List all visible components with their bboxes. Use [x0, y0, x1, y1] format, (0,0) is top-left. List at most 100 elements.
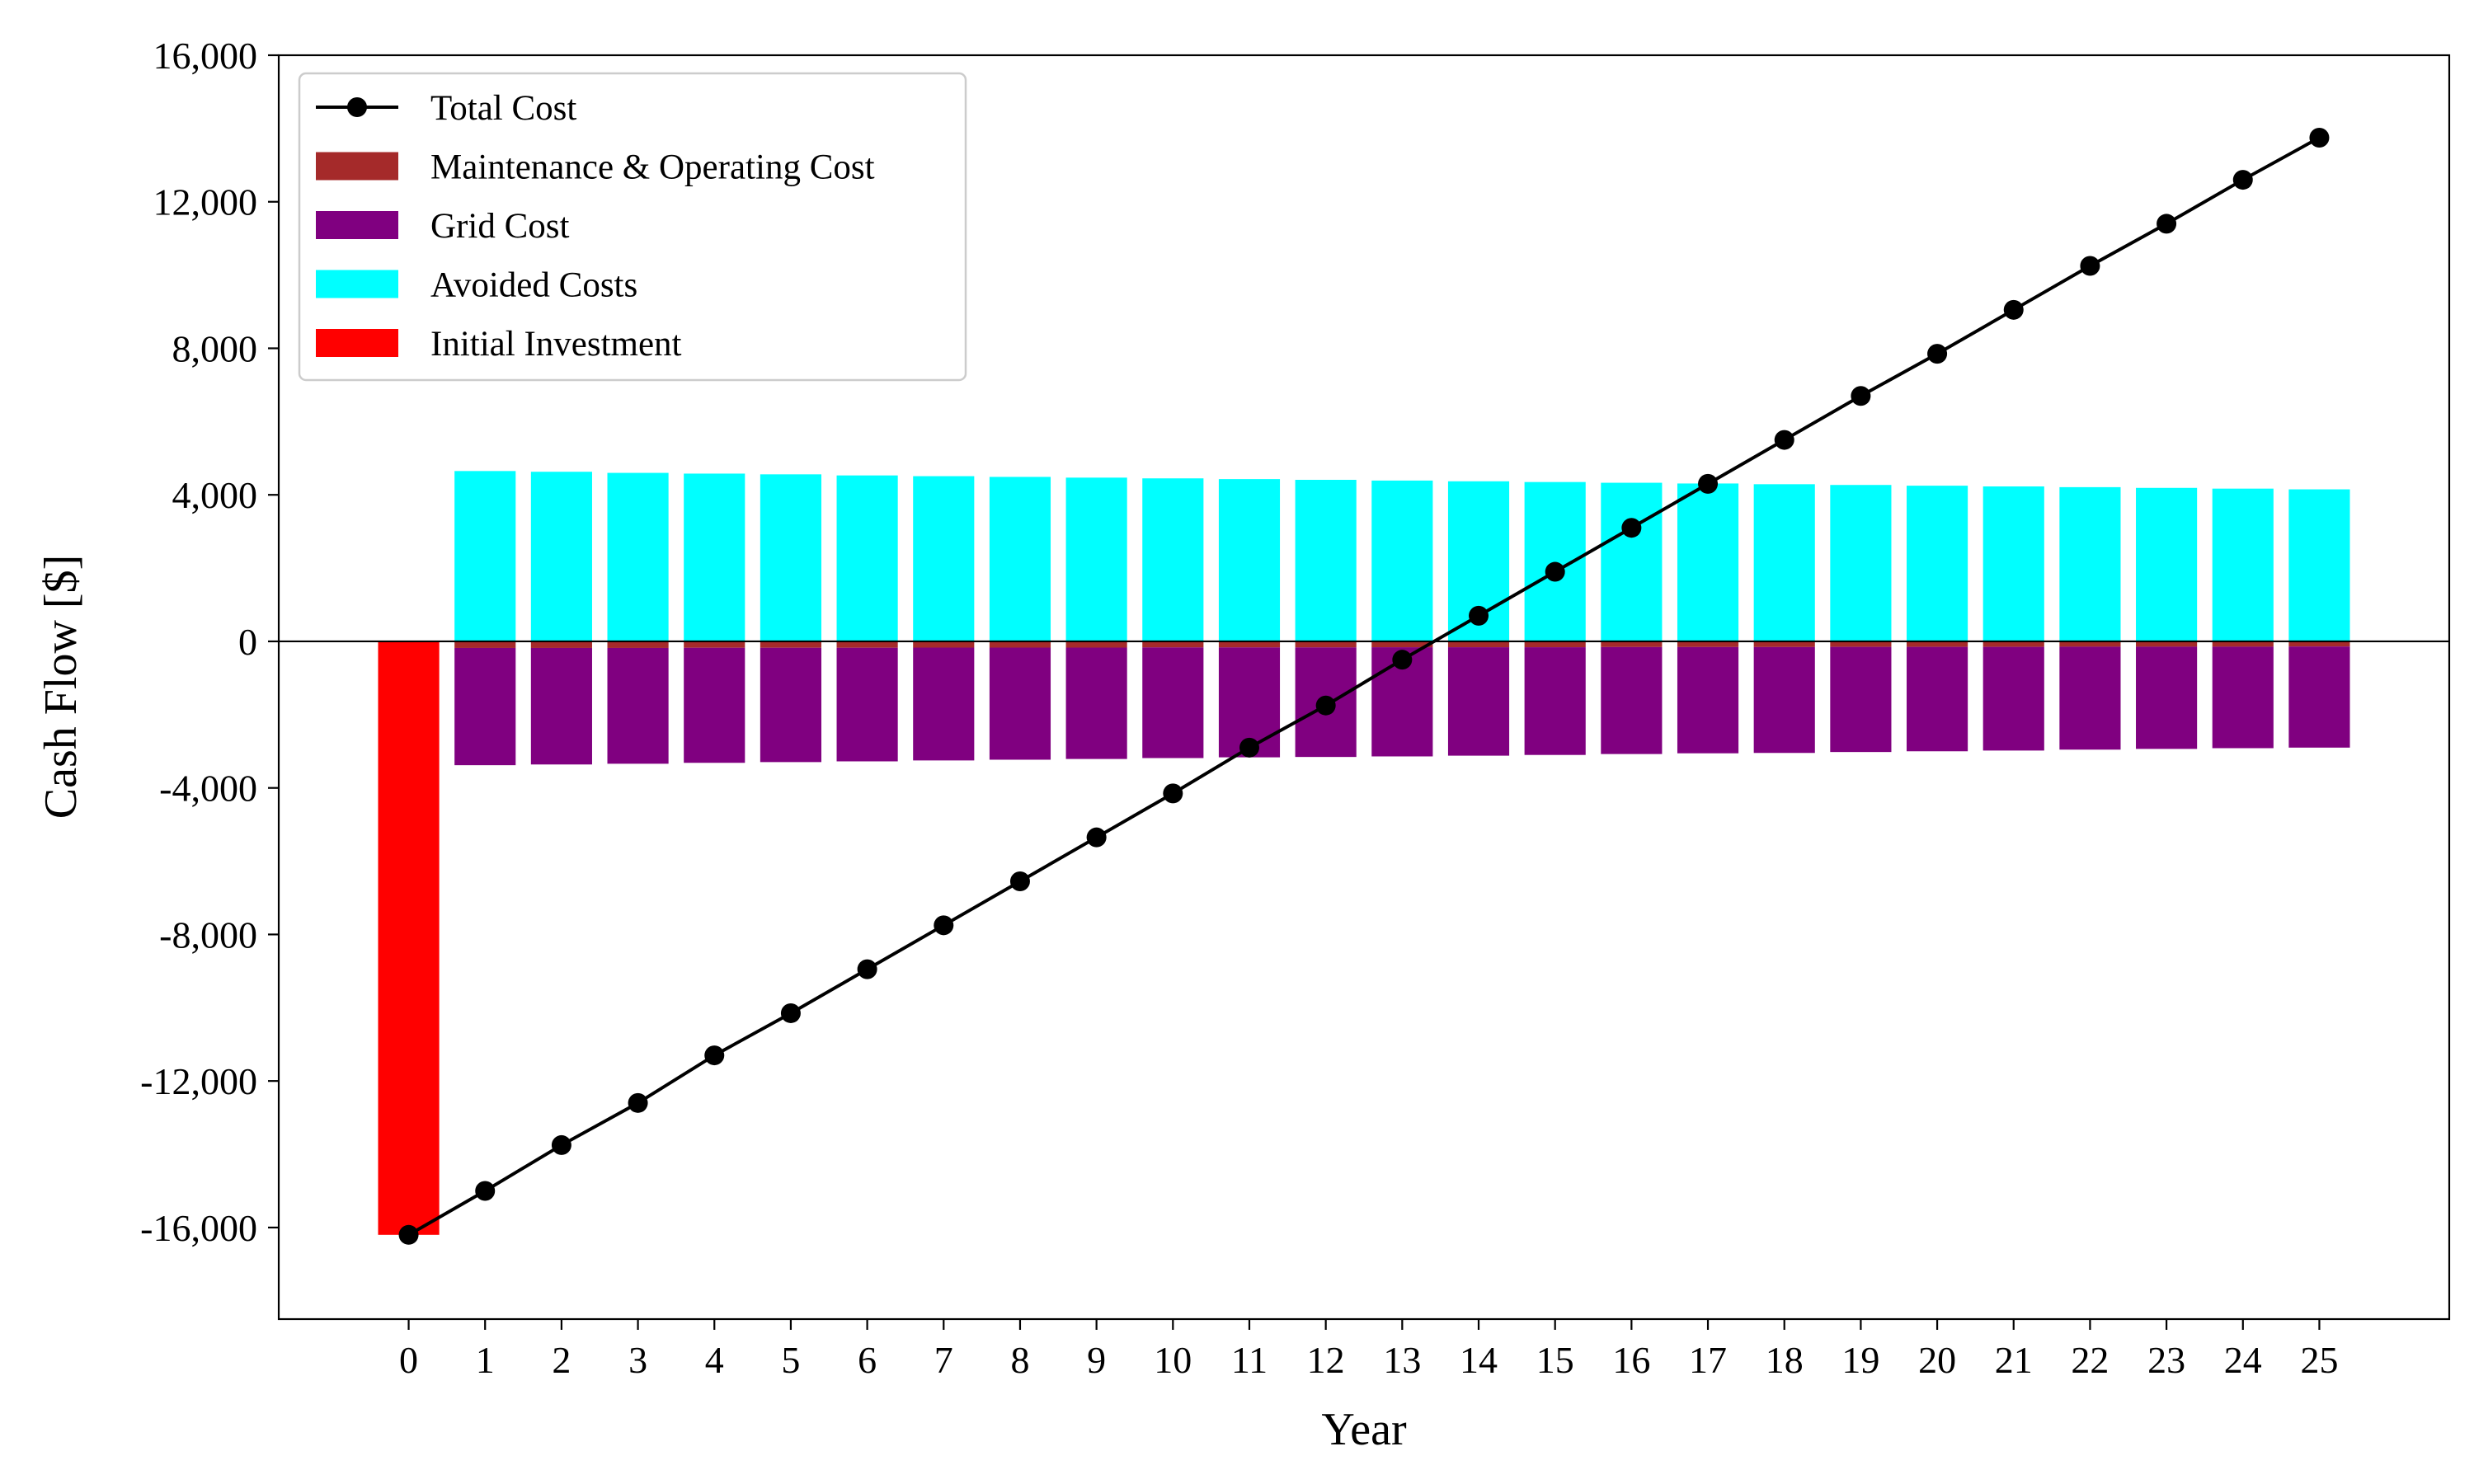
- x-tick-label: 12: [1307, 1339, 1345, 1381]
- grid-cost-bar: [1601, 646, 1663, 754]
- grid-cost-bar: [2288, 646, 2350, 748]
- total-cost-point: [1163, 783, 1183, 804]
- maintenance-operating-cost-bar: [1982, 641, 2044, 647]
- grid-cost-bar: [1753, 646, 1815, 754]
- grid-cost-bar: [530, 647, 592, 765]
- grid-cost-bar: [1065, 647, 1127, 759]
- avoided-costs-bar: [1982, 486, 2044, 641]
- legend-swatch-avoided-costs: [316, 270, 398, 298]
- avoided-costs-bar: [607, 472, 669, 641]
- x-axis-ticks: 0 1 2 3 4 5 6 7 8 9 10 11 12 13 14 15 16 17 18 19 20 21 22 23 24…: [399, 1319, 2338, 1381]
- maintenance-operating-cost-bar: [836, 641, 898, 648]
- maintenance-operating-cost-bar: [2136, 641, 2198, 647]
- x-tick-label: 5: [781, 1339, 800, 1381]
- legend-label-maintenance-and-operating-cost: Maintenance & Operating Cost: [430, 148, 875, 187]
- x-tick-label: 7: [934, 1339, 953, 1381]
- x-tick-label: 10: [1154, 1339, 1192, 1381]
- maintenance-operating-cost-bar: [607, 641, 669, 648]
- x-tick-label: 24: [2224, 1339, 2262, 1381]
- legend-label-avoided-costs: Avoided Costs: [430, 266, 637, 305]
- maintenance-operating-cost-bar: [1830, 641, 1892, 647]
- y-tick-label: -8,000: [159, 913, 257, 956]
- x-axis-title: Year: [1321, 1404, 1407, 1455]
- grid-cost-bar: [1142, 647, 1204, 758]
- grid-cost-bar: [454, 647, 516, 766]
- avoided-costs-bar: [913, 476, 975, 641]
- x-tick-label: 18: [1766, 1339, 1804, 1381]
- maintenance-operating-cost-bar: [989, 641, 1051, 648]
- x-tick-label: 0: [399, 1339, 418, 1381]
- avoided-costs-bar: [836, 475, 898, 641]
- plot-frame: [277, 54, 2451, 1321]
- grid-cost-bar: [760, 647, 821, 763]
- maintenance-operating-cost-bar: [760, 641, 821, 648]
- total-cost-line-layer: [398, 127, 2330, 1245]
- x-tick-label: 8: [1010, 1339, 1029, 1381]
- maintenance-operating-cost-bar: [2288, 641, 2350, 647]
- grid-cost-bar: [2212, 646, 2274, 749]
- maintenance-operating-cost-bar: [530, 641, 592, 648]
- maintenance-operating-cost-bar: [1371, 641, 1433, 648]
- maintenance-operating-cost-bar: [2059, 641, 2121, 647]
- total-cost-line: [407, 136, 2321, 1237]
- legend-label-total-cost: Total Cost: [430, 89, 576, 128]
- legend-swatch-initial-investment: [316, 329, 398, 357]
- x-tick-label: 11: [1231, 1339, 1268, 1381]
- maintenance-operating-cost-bar: [1218, 641, 1281, 648]
- grid-cost-bar: [989, 647, 1051, 760]
- total-cost-point: [704, 1045, 725, 1066]
- total-cost-point: [1009, 871, 1030, 892]
- total-cost-point: [1545, 561, 1565, 582]
- x-tick-label: 9: [1087, 1339, 1106, 1381]
- grid-cost-bar: [2059, 646, 2121, 750]
- total-cost-point: [857, 959, 877, 979]
- x-tick-label: 17: [1689, 1339, 1727, 1381]
- grid-cost-bar: [607, 647, 669, 764]
- x-tick-label: 2: [552, 1339, 571, 1381]
- x-tick-label: 25: [2300, 1339, 2338, 1381]
- avoided-costs-bar: [1830, 485, 1892, 641]
- total-cost-point: [1315, 695, 1336, 716]
- maintenance-operating-cost-bar: [913, 641, 975, 648]
- maintenance-operating-cost-bar: [684, 641, 745, 648]
- maintenance-operating-cost-bar: [1907, 641, 1968, 647]
- x-tick-label: 6: [858, 1339, 877, 1381]
- y-tick-label: -4,000: [159, 768, 257, 810]
- legend-items: Total Cost Maintenance & Operating Cost Gr…: [316, 89, 875, 364]
- grid-cost-bar: [836, 647, 898, 762]
- y-axis-ticks: 16,000 12,000 8,000 4,000 0 -4,000 -8,000 -12,0…: [140, 35, 279, 1249]
- avoided-costs-bar: [1601, 482, 1663, 641]
- total-cost-point: [475, 1181, 496, 1201]
- legend-box: [298, 72, 967, 382]
- total-cost-point: [2232, 170, 2253, 190]
- total-cost-point: [934, 915, 954, 936]
- avoided-costs-bar: [1753, 484, 1815, 641]
- total-cost-point: [551, 1134, 571, 1155]
- total-cost-point: [1774, 430, 1794, 450]
- y-tick-label: 16,000: [153, 35, 258, 77]
- x-tick-label: 3: [628, 1339, 647, 1381]
- total-cost-point: [1927, 344, 1948, 364]
- legend-swatch-maintenance-and-operating-cost: [316, 152, 398, 181]
- x-tick-label: 19: [1841, 1339, 1879, 1381]
- avoided-costs-bar: [1295, 479, 1357, 641]
- x-tick-label: 16: [1612, 1339, 1650, 1381]
- total-cost-point: [1621, 518, 1642, 538]
- x-tick-label: 15: [1536, 1339, 1574, 1381]
- maintenance-operating-cost-bar: [1142, 641, 1204, 648]
- total-cost-point: [1851, 386, 1871, 406]
- x-tick-label: 23: [2147, 1339, 2185, 1381]
- total-cost-point: [780, 1003, 801, 1023]
- grid-cost-bar: [1830, 646, 1892, 753]
- grid-cost-bar: [1447, 647, 1510, 756]
- x-tick-label: 13: [1383, 1339, 1421, 1381]
- y-tick-label: 4,000: [172, 474, 258, 516]
- avoided-costs-bar: [1524, 481, 1586, 641]
- x-tick-label: 1: [476, 1339, 495, 1381]
- y-axis-title: Cash Flow [$]: [35, 555, 87, 819]
- maintenance-operating-cost-bar: [1601, 641, 1663, 647]
- avoided-costs-bar: [2059, 486, 2121, 641]
- legend-swatch-grid-cost: [316, 211, 398, 239]
- total-cost-point: [1086, 827, 1107, 848]
